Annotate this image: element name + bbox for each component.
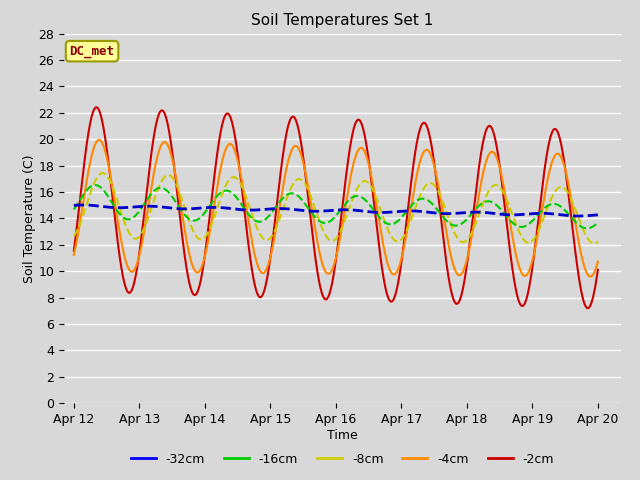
Legend: -32cm, -16cm, -8cm, -4cm, -2cm: -32cm, -16cm, -8cm, -4cm, -2cm [125, 448, 559, 471]
Text: DC_met: DC_met [70, 45, 115, 58]
X-axis label: Time: Time [327, 429, 358, 442]
Y-axis label: Soil Temperature (C): Soil Temperature (C) [22, 154, 36, 283]
Title: Soil Temperatures Set 1: Soil Temperatures Set 1 [252, 13, 433, 28]
